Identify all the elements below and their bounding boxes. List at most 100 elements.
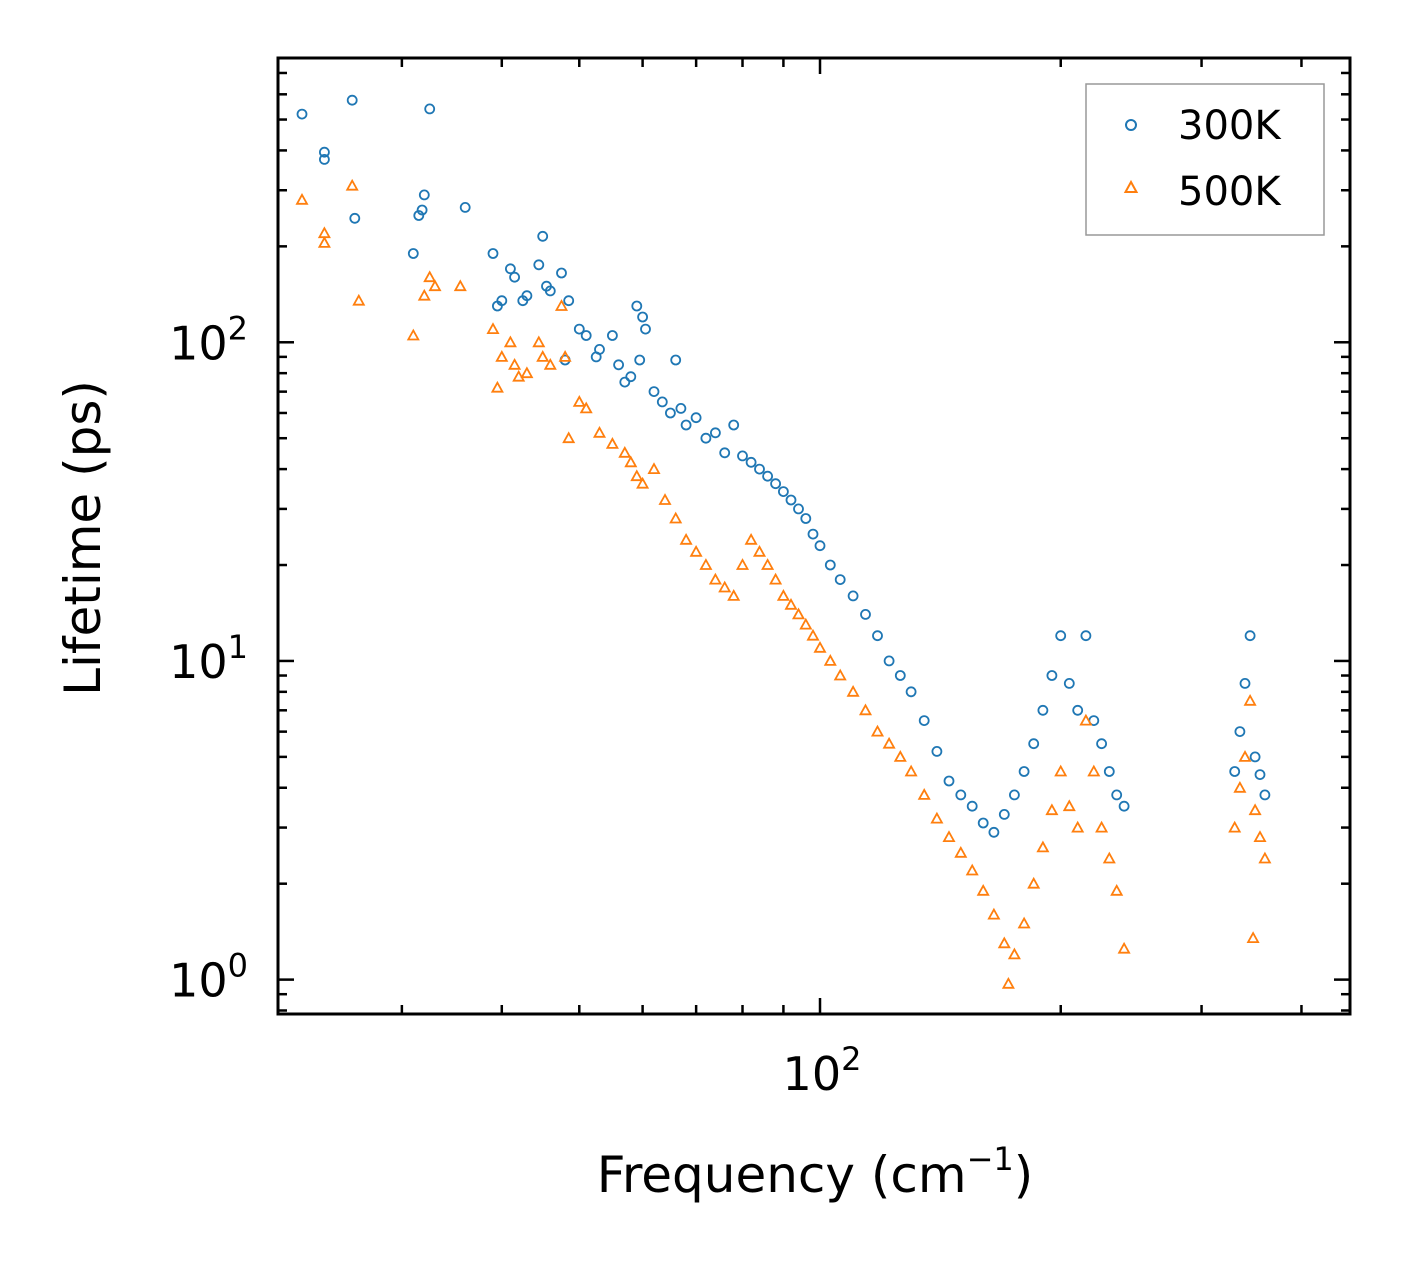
data-point-300K (1046, 670, 1058, 681)
data-point-300K (619, 376, 631, 388)
data-point-300K (1259, 789, 1271, 801)
data-point-500K (1228, 820, 1242, 833)
series-300K (296, 94, 1271, 838)
data-point-300K (648, 386, 660, 398)
data-point-500K (630, 469, 644, 482)
data-point-300K (785, 494, 797, 506)
data-point-500K (699, 558, 713, 570)
data-point-300K (416, 204, 428, 216)
data-point-300K (1055, 630, 1067, 642)
data-point-300K (728, 419, 740, 431)
data-point-300K (613, 359, 624, 371)
data-point-300K (834, 574, 846, 585)
data-point-300K (1018, 766, 1030, 777)
data-point-300K (800, 513, 812, 524)
data-point-500K (997, 936, 1011, 949)
data-point-300K (563, 295, 575, 307)
data-point-300K (883, 655, 895, 667)
data-point-300K (631, 300, 643, 312)
data-point-300K (504, 263, 516, 275)
data-point-300K (573, 323, 585, 335)
y-tick-label: 101 (169, 628, 248, 689)
data-point-500K (605, 437, 619, 449)
data-point-500K (520, 366, 534, 379)
data-point-300K (496, 295, 508, 307)
y-tick-label: 102 (169, 309, 248, 370)
data-point-500K (799, 617, 813, 630)
data-point-500K (893, 750, 907, 762)
x-axis-title: Frequency (cm−1) (597, 1140, 1034, 1204)
data-point-300K (1239, 678, 1251, 689)
data-point-300K (1103, 766, 1115, 777)
x-axis-title-main: Frequency (cm (597, 1146, 967, 1204)
data-point-500K (917, 788, 931, 800)
data-point-300K (690, 412, 702, 424)
data-point-300K (770, 478, 781, 490)
scatter-series (295, 94, 1272, 989)
data-point-300K (424, 103, 436, 115)
data-point-300K (521, 290, 533, 302)
series-500K (295, 178, 1272, 989)
data-point-300K (556, 267, 567, 279)
data-point-500K (1017, 916, 1031, 929)
data-point-500K (423, 270, 437, 283)
data-point-300K (807, 528, 819, 540)
data-point-300K (594, 343, 605, 355)
data-point-500K (508, 357, 522, 370)
data-point-500K (1007, 947, 1021, 960)
data-point-500K (1258, 851, 1272, 864)
data-point-500K (1062, 799, 1076, 812)
data-point-500K (1036, 840, 1050, 853)
data-point-500K (669, 511, 683, 524)
data-point-500K (870, 724, 885, 737)
data-point-300K (1080, 630, 1092, 642)
data-point-300K (640, 323, 651, 335)
data-point-500K (1095, 820, 1109, 833)
data-point-300K (346, 94, 358, 106)
data-point-500K (1253, 830, 1267, 842)
data-point-500K (352, 293, 366, 306)
data-point-300K (1096, 738, 1107, 750)
tick-labels: 102 100 101 102 (169, 309, 861, 1101)
data-point-300K (814, 540, 826, 552)
data-point-300K (1249, 751, 1261, 763)
data-point-300K (349, 212, 361, 224)
legend-500k-marker (1123, 179, 1139, 193)
data-point-500K (882, 736, 896, 749)
data-point-500K (624, 455, 638, 468)
data-point-300K (1072, 704, 1084, 716)
y-axis-title: Lifetime (ps) (54, 380, 112, 696)
data-point-300K (607, 330, 618, 341)
data-point-300K (1229, 766, 1241, 777)
data-point-500K (752, 544, 767, 557)
data-point-300K (988, 826, 1000, 838)
data-point-300K (905, 686, 917, 698)
data-point-500K (1110, 883, 1124, 896)
data-point-500K (1102, 851, 1116, 864)
data-point-300K (793, 503, 804, 515)
data-point-300K (533, 259, 545, 271)
data-point-500K (512, 369, 526, 382)
plot-frame (276, 56, 1352, 1016)
data-point-500K (791, 607, 806, 620)
data-point-300K (413, 210, 425, 221)
data-point-300K (318, 153, 330, 165)
data-point-300K (1063, 678, 1075, 689)
data-point-300K (509, 271, 520, 283)
data-point-500K (1001, 976, 1015, 989)
data-point-500K (806, 628, 820, 641)
data-point-500K (1054, 764, 1068, 777)
data-point-500K (636, 476, 650, 489)
data-point-300K (966, 800, 978, 812)
data-point-300K (860, 609, 871, 620)
data-point-300K (675, 402, 687, 414)
data-point-500K (453, 279, 467, 292)
legend-300k-marker (1125, 119, 1137, 131)
x-axis-title-tail: ) (1014, 1146, 1034, 1204)
data-point-300K (918, 715, 930, 726)
data-point-500K (976, 883, 990, 896)
data-point-500K (744, 532, 758, 545)
data-point-500K (536, 350, 550, 362)
data-point-500K (1117, 941, 1131, 954)
